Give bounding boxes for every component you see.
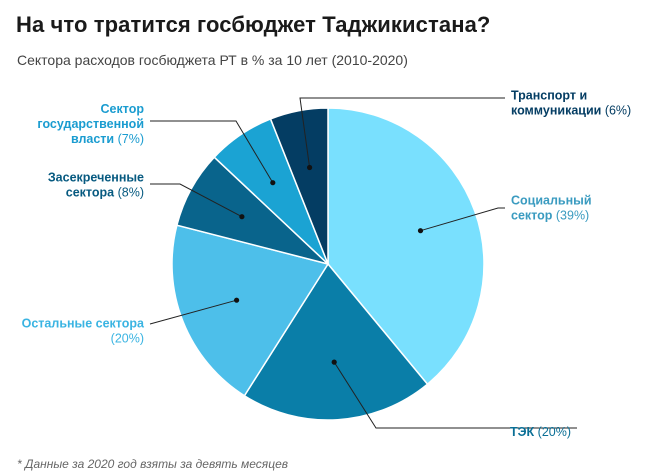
pie-slices	[171, 107, 485, 421]
leader-line-транспорт-и-коммуникации	[299, 97, 505, 168]
slice-label-сектор-государственной-власти: Сектор государственной власти (7%)	[37, 102, 144, 146]
chart-subtitle: Сектора расходов госбюджета РТ в % за 10…	[17, 52, 408, 68]
leader-dot-тэк	[331, 359, 337, 365]
leader-dot-остальные-сектора	[234, 297, 240, 303]
pie-slice-остальные-сектора[interactable]	[171, 224, 330, 397]
leader-line-сектор-государственной-власти	[150, 120, 274, 183]
slice-labels: Социальный сектор (39%) ТЭК (20%) Остальные…	[22, 89, 632, 440]
slice-label-социальный-сектор: Социальный сектор (39%)	[511, 194, 592, 223]
slice-label-засекреченные-сектора: Засекреченные сектора (8%)	[48, 171, 144, 200]
slice-label-тэк: ТЭК (20%)	[510, 425, 571, 439]
leader-dot-сектор-государственной-власти	[270, 180, 276, 186]
leader-line-остальные-сектора	[149, 299, 237, 325]
leader-dot-социальный-сектор	[417, 228, 424, 234]
footnote: * Данные за 2020 год взяты за девять мес…	[17, 457, 289, 471]
chart-title: На что тратится госбюджет Таджикистана?	[16, 12, 491, 37]
leader-line-тэк	[333, 361, 577, 429]
slice-label-остальные-сектора: Остальные сектора (20%)	[22, 317, 145, 346]
slice-label-транспорт-и-коммуникации: Транспорт и коммуникации (6%)	[511, 89, 631, 118]
leader-lines	[149, 97, 577, 429]
pie-slice-транспорт-и-коммуникации[interactable]	[269, 107, 329, 265]
leader-dot-транспорт-и-коммуникации	[307, 164, 313, 171]
pie-slice-социальный-сектор[interactable]	[327, 107, 485, 386]
leader-line-социальный-сектор	[420, 207, 505, 232]
leader-dot-засекреченные-сектора	[239, 214, 245, 220]
pie-slice-тэк[interactable]	[243, 262, 429, 421]
leader-line-засекреченные-сектора	[150, 183, 243, 218]
